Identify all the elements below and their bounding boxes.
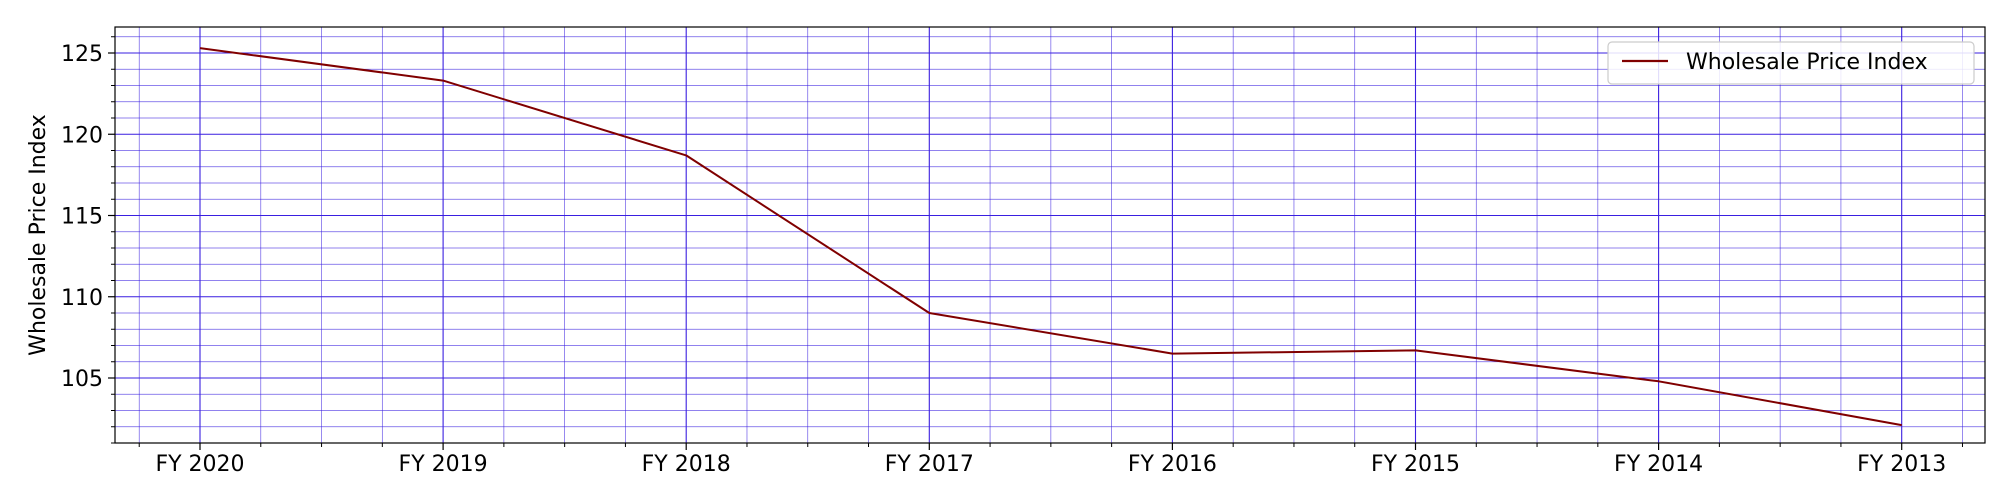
x-axis: FY 2020 FY 2019 FY 2018 FY 2017 FY 2016 FY 20… <box>138 443 1963 477</box>
x-tick-label: FY 2020 <box>155 452 244 477</box>
y-axis: 105 110 115 120 125 <box>61 36 115 444</box>
x-tick-label: FY 2017 <box>885 452 974 477</box>
series-layer <box>199 47 1902 427</box>
plot-frame <box>114 26 1986 444</box>
legend-label: Wholesale Price Index <box>1686 50 1928 75</box>
legend: Wholesale Price Index <box>1607 41 1975 85</box>
x-tick-label: FY 2013 <box>1857 452 1946 477</box>
y-tick-label: 115 <box>61 205 103 230</box>
major-gridlines <box>115 27 1985 443</box>
legend-box <box>1607 41 1975 85</box>
y-axis-label: Wholesale Price Index <box>26 114 51 356</box>
x-tick-label: FY 2014 <box>1614 452 1703 477</box>
x-tick-label: FY 2015 <box>1371 452 1460 477</box>
x-tick-label: FY 2018 <box>642 452 731 477</box>
minor-gridlines <box>115 27 1985 444</box>
y-tick-label: 125 <box>61 42 103 67</box>
y-tick-label: 105 <box>61 367 103 392</box>
x-tick-label: FY 2019 <box>399 452 488 477</box>
x-tick-label: FY 2016 <box>1128 452 1217 477</box>
series-line-0 <box>199 47 1902 427</box>
y-tick-label: 110 <box>61 286 103 311</box>
y-tick-label: 120 <box>61 123 103 148</box>
